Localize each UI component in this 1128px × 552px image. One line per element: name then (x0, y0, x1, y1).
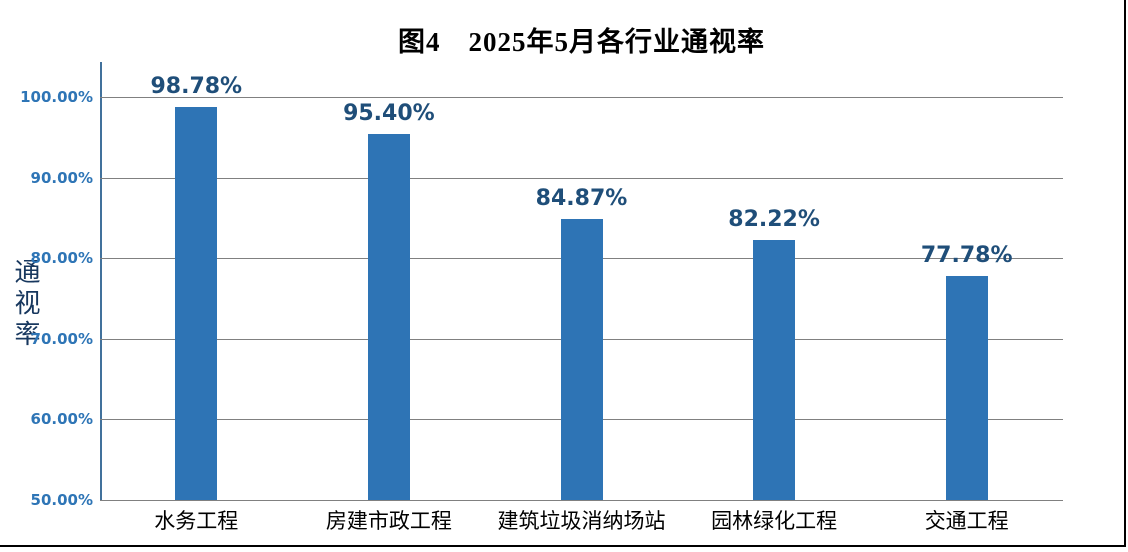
chart-title: 图4 2025年5月各行业通视率 (398, 27, 765, 57)
bar-1 (367, 134, 410, 500)
y-tick-label: 60.00% (30, 410, 93, 429)
y-tick-label: 100.00% (20, 88, 93, 106)
x-category-label: 水务工程 (154, 509, 239, 533)
bar-value-label: 82.22% (728, 207, 820, 233)
y-tick-label: 80.00% (30, 249, 93, 268)
gridline (100, 97, 1063, 98)
gridline (100, 177, 1063, 179)
bar-0 (175, 106, 218, 500)
plot-area: 98.78% 95.40% 84.87% 82.22% 77.78% (100, 62, 1063, 501)
y-tick-label: 50.00% (30, 491, 93, 509)
bar-value-label: 77.78% (920, 243, 1013, 269)
y-axis-title: 通视率 (11, 258, 40, 351)
image-border-bottom (0, 545, 1126, 547)
bar-value-label: 84.87% (535, 185, 628, 211)
bar-value-label: 98.78% (150, 73, 243, 99)
bar-3 (753, 240, 796, 500)
x-category-label: 园林绿化工程 (711, 509, 838, 533)
y-axis-line (100, 62, 102, 500)
x-category-label: 建筑垃圾消纳场站 (497, 509, 666, 533)
bar-value-label: 95.40% (343, 101, 435, 127)
bar-4 (945, 276, 988, 500)
gridline (100, 500, 1063, 501)
y-tick-label: 70.00% (30, 329, 93, 348)
x-category-label: 房建市政工程 (325, 509, 452, 533)
x-category-label: 交通工程 (924, 509, 1009, 533)
bar-2 (560, 218, 603, 500)
image-border-right (1124, 0, 1126, 547)
y-tick-label: 90.00% (30, 168, 93, 187)
